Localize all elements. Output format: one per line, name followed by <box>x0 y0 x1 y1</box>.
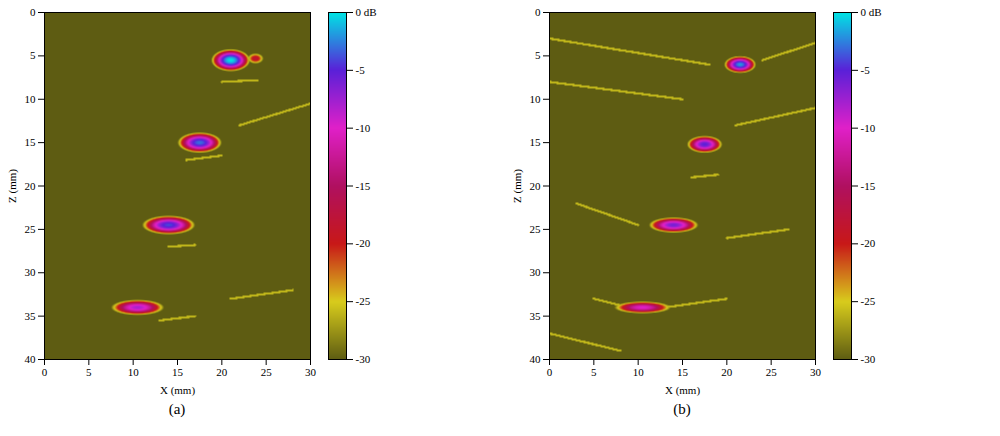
svg-text:-15: -15 <box>356 180 371 192</box>
svg-text:0: 0 <box>30 6 36 18</box>
svg-text:25: 25 <box>261 366 273 378</box>
svg-text:10: 10 <box>128 366 140 378</box>
svg-text:-10: -10 <box>861 122 876 134</box>
svg-text:-30: -30 <box>356 353 371 365</box>
svg-text:-5: -5 <box>356 64 366 76</box>
svg-text:35: 35 <box>25 310 37 322</box>
svg-text:30: 30 <box>25 266 37 278</box>
svg-text:-20: -20 <box>356 237 371 249</box>
svg-text:X (mm): X (mm) <box>160 384 195 397</box>
svg-text:5: 5 <box>591 366 597 378</box>
svg-text:5: 5 <box>86 366 92 378</box>
svg-text:15: 15 <box>530 136 542 148</box>
svg-text:35: 35 <box>530 310 542 322</box>
svg-text:5: 5 <box>30 49 36 61</box>
svg-text:-25: -25 <box>861 295 876 307</box>
svg-text:-25: -25 <box>356 295 371 307</box>
svg-text:15: 15 <box>677 366 689 378</box>
svg-text:-5: -5 <box>861 64 871 76</box>
svg-text:40: 40 <box>530 353 542 365</box>
svg-text:30: 30 <box>810 366 822 378</box>
svg-text:10: 10 <box>633 366 645 378</box>
svg-text:10: 10 <box>25 93 37 105</box>
svg-text:20: 20 <box>25 180 37 192</box>
svg-text:30: 30 <box>530 266 542 278</box>
svg-text:25: 25 <box>530 223 542 235</box>
svg-text:30: 30 <box>305 366 317 378</box>
svg-text:5: 5 <box>535 49 541 61</box>
svg-text:X (mm): X (mm) <box>665 384 700 397</box>
svg-text:-10: -10 <box>356 122 371 134</box>
svg-text:15: 15 <box>172 366 184 378</box>
svg-text:Z (mm): Z (mm) <box>511 169 524 203</box>
svg-text:0: 0 <box>42 366 48 378</box>
svg-text:0: 0 <box>535 6 541 18</box>
svg-text:-20: -20 <box>861 237 876 249</box>
svg-text:40: 40 <box>25 353 37 365</box>
svg-text:25: 25 <box>25 223 37 235</box>
svg-text:0 dB: 0 dB <box>356 6 377 18</box>
svg-text:-15: -15 <box>861 180 876 192</box>
svg-text:20: 20 <box>721 366 733 378</box>
svg-text:25: 25 <box>766 366 778 378</box>
html-text:(b): (b) <box>673 401 691 417</box>
svg-text:0: 0 <box>547 366 553 378</box>
html-text:(a): (a) <box>168 401 186 417</box>
svg-text:20: 20 <box>216 366 228 378</box>
svg-text:Z (mm): Z (mm) <box>6 169 19 203</box>
svg-text:10: 10 <box>530 93 542 105</box>
svg-text:20: 20 <box>530 180 542 192</box>
svg-text:-30: -30 <box>861 353 876 365</box>
svg-text:15: 15 <box>25 136 37 148</box>
svg-text:0 dB: 0 dB <box>861 6 882 18</box>
